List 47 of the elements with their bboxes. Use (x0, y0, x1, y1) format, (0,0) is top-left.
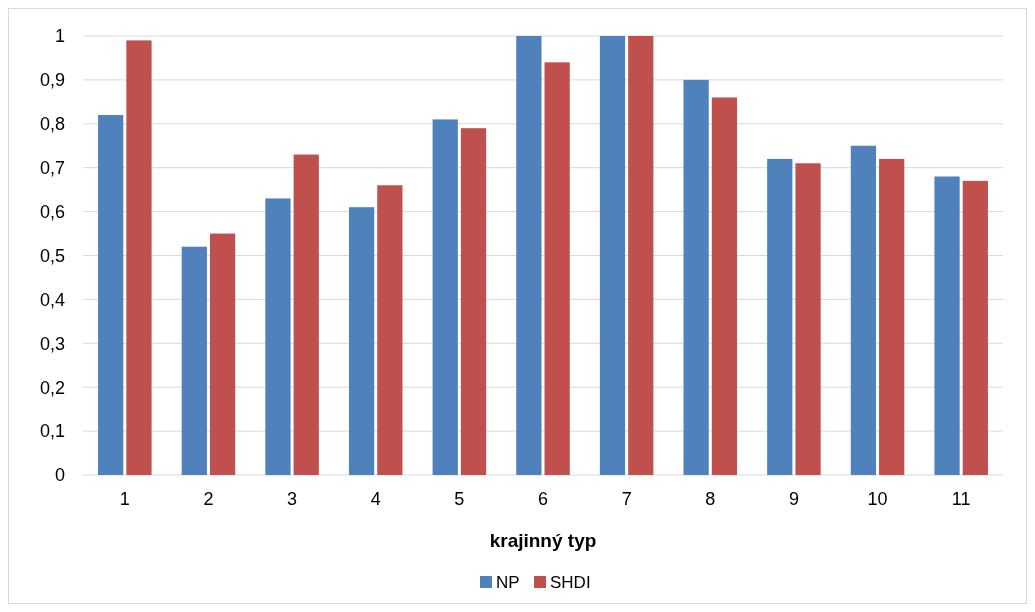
x-tick-label: 6 (537, 489, 549, 509)
bar (516, 36, 542, 475)
bar (460, 128, 487, 475)
y-tick-label: 0,1 (39, 421, 65, 442)
bar (879, 158, 905, 475)
x-tick-label: 3 (287, 489, 298, 509)
x-tick-label: 1 (119, 489, 130, 509)
y-tick-label: 1 (54, 26, 65, 47)
bar (962, 180, 988, 475)
x-axis-title: krajinný typ (489, 530, 597, 551)
bar (711, 97, 738, 475)
legend-label: SHDI (550, 572, 591, 592)
y-tick-label: 0,5 (39, 245, 65, 266)
bar (628, 36, 654, 475)
x-tick-label: 7 (621, 489, 632, 509)
bar (181, 246, 207, 475)
y-tick-label: 0 (54, 465, 65, 486)
bar (265, 198, 291, 475)
bar (126, 40, 152, 475)
y-tick-label: 0,9 (39, 70, 65, 91)
bar (293, 154, 319, 475)
y-tick-label: 0,4 (39, 289, 65, 310)
bar (934, 176, 960, 475)
y-tick-label: 0,6 (39, 201, 65, 222)
bar (98, 115, 124, 475)
x-tick-label: 9 (788, 489, 799, 509)
bar (850, 145, 877, 475)
bar (795, 163, 821, 475)
bar (377, 185, 403, 475)
y-tick-label: 0,8 (39, 114, 65, 135)
x-tick-label: 5 (454, 489, 465, 509)
x-tick-label: 4 (370, 489, 381, 509)
x-tick-label: 11 (951, 489, 971, 509)
bar (544, 62, 570, 475)
legend-label: NP (496, 572, 520, 592)
y-tick-label: 0,7 (39, 158, 65, 178)
bar (209, 233, 236, 475)
bar (767, 158, 793, 475)
y-tick-label: 0,2 (39, 377, 65, 398)
y-tick-label: 0,3 (39, 333, 65, 354)
x-tick-label: 8 (705, 489, 716, 509)
x-tick-label: 10 (867, 489, 888, 509)
bar (683, 79, 709, 475)
bar (432, 119, 458, 475)
x-tick-label: 2 (203, 489, 214, 509)
bar (348, 207, 375, 475)
bar (599, 36, 626, 475)
